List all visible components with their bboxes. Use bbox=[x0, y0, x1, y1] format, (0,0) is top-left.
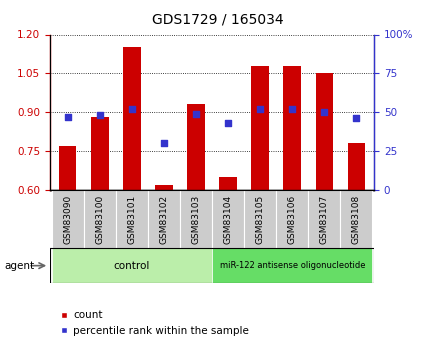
Point bbox=[320, 109, 327, 115]
Text: GSM83100: GSM83100 bbox=[95, 195, 104, 244]
Bar bbox=[187, 104, 204, 190]
Point bbox=[64, 114, 71, 120]
Bar bbox=[212, 190, 243, 248]
Point bbox=[192, 111, 199, 117]
Point bbox=[128, 106, 135, 112]
Text: GSM83101: GSM83101 bbox=[127, 195, 136, 244]
Bar bbox=[115, 190, 148, 248]
Bar bbox=[340, 190, 372, 248]
Bar bbox=[283, 66, 300, 190]
Bar bbox=[315, 73, 332, 190]
Bar bbox=[148, 190, 180, 248]
Text: GSM83103: GSM83103 bbox=[191, 195, 200, 244]
Text: GSM83090: GSM83090 bbox=[63, 195, 72, 244]
Bar bbox=[212, 248, 372, 283]
Point bbox=[160, 140, 167, 146]
Bar bbox=[251, 66, 268, 190]
Text: GSM83105: GSM83105 bbox=[255, 195, 264, 244]
Point bbox=[288, 106, 295, 112]
Bar bbox=[155, 185, 172, 190]
Point bbox=[256, 106, 263, 112]
Point bbox=[224, 120, 231, 126]
Bar bbox=[91, 117, 108, 190]
Text: GSM83106: GSM83106 bbox=[287, 195, 296, 244]
Legend: count, percentile rank within the sample: count, percentile rank within the sample bbox=[55, 306, 253, 340]
Point bbox=[352, 116, 359, 121]
Bar bbox=[276, 190, 308, 248]
Text: GSM83108: GSM83108 bbox=[351, 195, 360, 244]
Bar bbox=[123, 47, 140, 190]
Text: GDS1729 / 165034: GDS1729 / 165034 bbox=[151, 12, 283, 26]
Text: GSM83102: GSM83102 bbox=[159, 195, 168, 244]
Bar bbox=[52, 190, 83, 248]
Bar bbox=[52, 248, 212, 283]
Bar bbox=[180, 190, 212, 248]
Bar bbox=[59, 146, 76, 190]
Bar bbox=[347, 143, 365, 190]
Bar bbox=[243, 190, 276, 248]
Point bbox=[96, 112, 103, 118]
Text: GSM83104: GSM83104 bbox=[223, 195, 232, 244]
Text: GSM83107: GSM83107 bbox=[319, 195, 328, 244]
Bar bbox=[308, 190, 340, 248]
Text: miR-122 antisense oligonucleotide: miR-122 antisense oligonucleotide bbox=[219, 261, 364, 270]
Bar bbox=[219, 177, 237, 190]
Text: control: control bbox=[113, 261, 150, 270]
Bar bbox=[83, 190, 115, 248]
Text: agent: agent bbox=[4, 261, 34, 270]
